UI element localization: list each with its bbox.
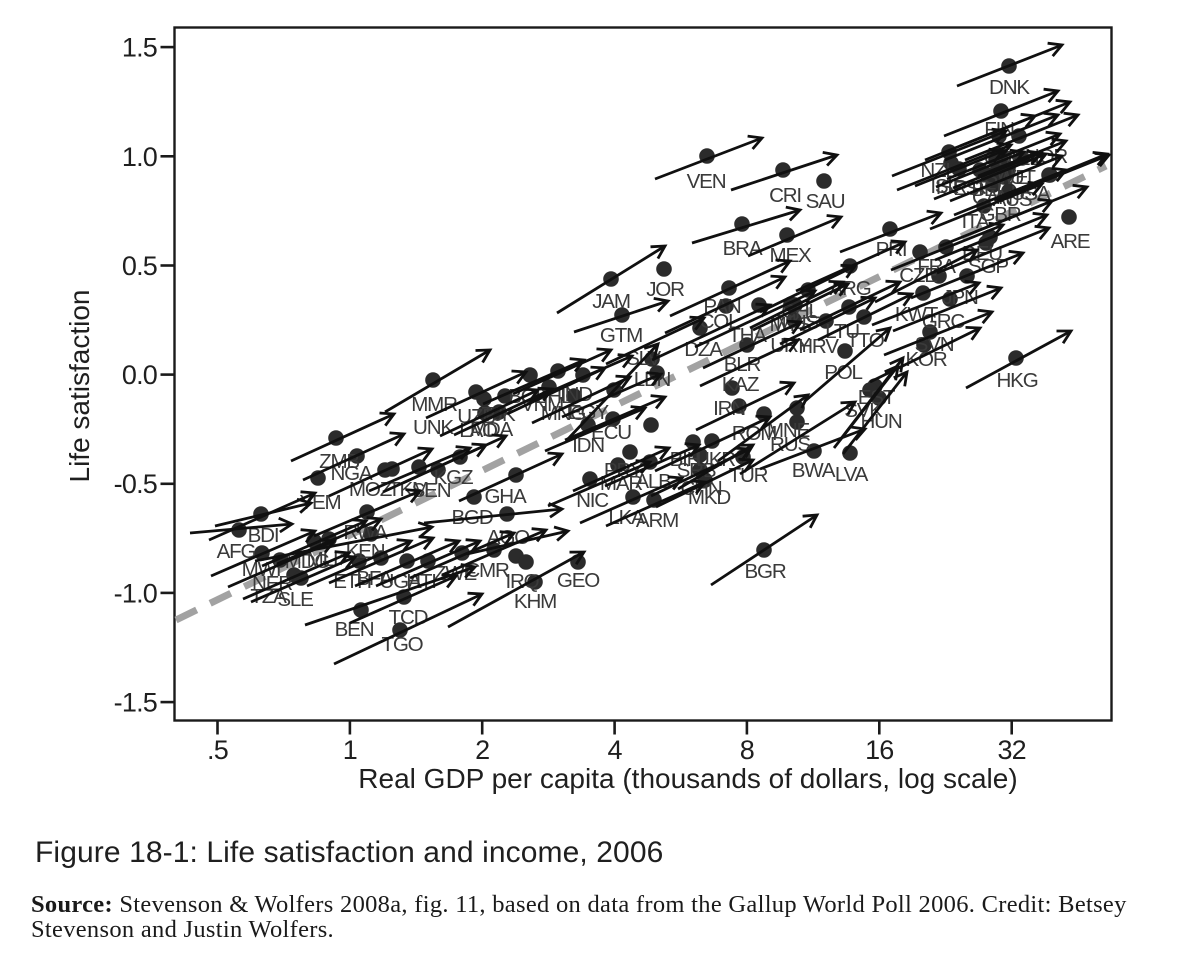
svg-text:4: 4 bbox=[607, 735, 622, 765]
svg-text:ARM: ARM bbox=[636, 509, 678, 532]
svg-text:GTM: GTM bbox=[600, 324, 642, 347]
svg-text:-0.5: -0.5 bbox=[114, 469, 157, 499]
svg-text:IRQ: IRQ bbox=[505, 570, 539, 593]
svg-text:PHL: PHL bbox=[535, 385, 572, 408]
svg-text:LTU: LTU bbox=[825, 320, 859, 343]
svg-text:0.5: 0.5 bbox=[122, 251, 157, 281]
svg-text:CZE: CZE bbox=[899, 264, 937, 287]
svg-text:HKG: HKG bbox=[996, 369, 1037, 392]
svg-text:GHA: GHA bbox=[484, 485, 526, 508]
svg-text:MLI: MLI bbox=[307, 548, 338, 571]
svg-text:LBN: LBN bbox=[634, 368, 671, 391]
svg-text:ARE: ARE bbox=[1051, 230, 1090, 253]
svg-text:POL: POL bbox=[824, 361, 862, 384]
svg-text:8: 8 bbox=[740, 735, 754, 765]
svg-text:TUR: TUR bbox=[729, 464, 768, 487]
svg-text:TTO: TTO bbox=[846, 329, 884, 352]
svg-text:KHM: KHM bbox=[514, 590, 556, 613]
svg-text:BEL: BEL bbox=[971, 178, 1007, 201]
svg-text:CMR: CMR bbox=[465, 559, 509, 582]
svg-text:1: 1 bbox=[343, 735, 357, 765]
svg-text:BDI: BDI bbox=[248, 524, 279, 547]
svg-text:MMR: MMR bbox=[411, 393, 457, 416]
svg-text:BEN: BEN bbox=[335, 618, 374, 641]
svg-text:NIC: NIC bbox=[576, 489, 609, 512]
svg-text:16: 16 bbox=[865, 735, 893, 765]
svg-text:AFG: AFG bbox=[217, 540, 256, 563]
svg-text:KWT: KWT bbox=[895, 303, 939, 326]
svg-text:AUS: AUS bbox=[993, 188, 1032, 211]
svg-text:YEM: YEM bbox=[299, 491, 340, 514]
svg-text:SAU: SAU bbox=[806, 190, 845, 213]
svg-text:.5: .5 bbox=[207, 735, 228, 765]
svg-text:KGZ: KGZ bbox=[434, 466, 473, 489]
svg-text:ECU: ECU bbox=[591, 421, 631, 444]
svg-text:SLE: SLE bbox=[277, 588, 313, 611]
svg-text:SEN: SEN bbox=[412, 479, 451, 502]
svg-text:IND: IND bbox=[560, 383, 592, 406]
svg-text:GRC: GRC bbox=[922, 310, 965, 333]
svg-text:ISR: ISR bbox=[936, 176, 967, 199]
svg-text:MNE: MNE bbox=[767, 419, 810, 442]
svg-text:MNG: MNG bbox=[541, 402, 586, 425]
svg-text:KAZ: KAZ bbox=[722, 373, 759, 396]
svg-text:HRV: HRV bbox=[798, 335, 839, 358]
svg-text:BWA: BWA bbox=[792, 459, 836, 482]
svg-text:TCD: TCD bbox=[389, 606, 428, 629]
svg-text:FRA: FRA bbox=[917, 255, 956, 278]
svg-text:-1.0: -1.0 bbox=[114, 578, 157, 608]
svg-text:1.5: 1.5 bbox=[122, 33, 157, 63]
svg-text:MEX: MEX bbox=[769, 244, 811, 267]
svg-text:DZA: DZA bbox=[684, 338, 723, 361]
svg-text:URY: URY bbox=[770, 334, 811, 357]
svg-text:DNK: DNK bbox=[989, 76, 1030, 99]
svg-text:JAM: JAM bbox=[592, 290, 630, 313]
svg-text:IRN: IRN bbox=[713, 397, 745, 420]
svg-text:TGO: TGO bbox=[381, 633, 423, 656]
svg-text:LAO: LAO bbox=[459, 419, 498, 442]
svg-text:32: 32 bbox=[997, 735, 1025, 765]
svg-text:VEN: VEN bbox=[687, 170, 726, 193]
svg-text:UNK: UNK bbox=[413, 416, 454, 439]
svg-text:GEO: GEO bbox=[557, 569, 600, 592]
svg-text:0.0: 0.0 bbox=[122, 360, 157, 390]
svg-text:JOR: JOR bbox=[646, 278, 684, 301]
svg-text:Life satisfaction: Life satisfaction bbox=[64, 290, 95, 483]
svg-text:IDN: IDN bbox=[572, 434, 604, 457]
svg-text:GBR: GBR bbox=[979, 203, 1020, 226]
svg-text:CRI: CRI bbox=[769, 184, 801, 207]
svg-text:LVA: LVA bbox=[835, 463, 869, 486]
svg-text:1.0: 1.0 bbox=[122, 142, 157, 172]
svg-text:BRA: BRA bbox=[723, 237, 763, 260]
svg-text:2: 2 bbox=[475, 735, 489, 765]
svg-text:SRB: SRB bbox=[677, 459, 716, 482]
svg-text:COL: COL bbox=[700, 310, 739, 333]
svg-text:CHL: CHL bbox=[781, 300, 819, 323]
svg-text:-1.5: -1.5 bbox=[114, 688, 157, 718]
svg-text:Real GDP per capita (thousands: Real GDP per capita (thousands of dollar… bbox=[358, 763, 1017, 794]
svg-text:BGR: BGR bbox=[744, 560, 785, 583]
svg-text:KOR: KOR bbox=[905, 348, 946, 371]
